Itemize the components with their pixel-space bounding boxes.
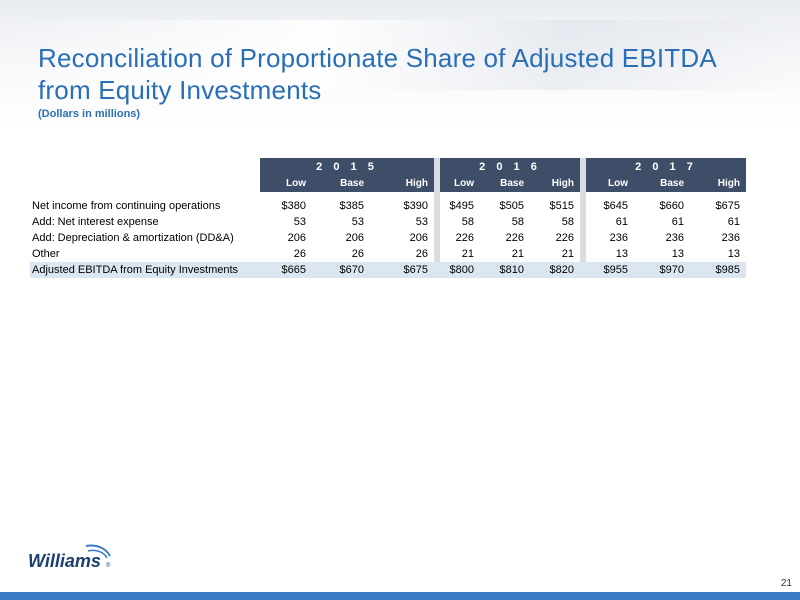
- row-label: Other: [32, 248, 60, 260]
- table-cell: $675: [403, 264, 428, 276]
- col-header: High: [530, 176, 580, 192]
- table-cell: 58: [561, 216, 574, 228]
- table-cell: 53: [293, 216, 306, 228]
- row-label: Adjusted EBITDA from Equity Investments: [32, 264, 239, 276]
- table-cell: 61: [727, 216, 740, 228]
- table-cell: 206: [409, 232, 428, 244]
- svg-text:®: ®: [106, 562, 111, 569]
- table-cell: $515: [549, 200, 574, 212]
- column-separator: [580, 158, 586, 276]
- table-cell: $665: [281, 264, 306, 276]
- header-band: [0, 0, 800, 125]
- table-cell: $380: [281, 200, 306, 212]
- col-header: High: [690, 176, 746, 192]
- table-cell: 61: [615, 216, 628, 228]
- table-cell: 13: [727, 248, 740, 260]
- table-row: Add: Depreciation & amortization (DD&A) 2…: [30, 230, 746, 246]
- footer-bar: [0, 592, 800, 600]
- page-title: Reconciliation of Proportionate Share of…: [38, 43, 716, 105]
- year-label: 2 0 1 5: [316, 161, 378, 173]
- table-cell: $385: [339, 200, 364, 212]
- table-body: Net income from continuing operations $38…: [30, 198, 746, 278]
- table-cell: 53: [351, 216, 364, 228]
- table-cell: 26: [293, 248, 306, 260]
- table-cell: 226: [455, 232, 474, 244]
- table-cell: 21: [561, 248, 574, 260]
- col-header: High: [370, 176, 434, 192]
- table-cell: 21: [511, 248, 524, 260]
- table-cell: 61: [671, 216, 684, 228]
- table-cell: $970: [659, 264, 684, 276]
- table-cell: 26: [415, 248, 428, 260]
- table-cell: $670: [339, 264, 364, 276]
- page-subtitle: (Dollars in millions): [38, 108, 141, 120]
- table-cell: 13: [671, 248, 684, 260]
- table-cell: $660: [659, 200, 684, 212]
- table-row: Add: Net interest expense 53 53 53 58 58 58 61 6…: [30, 214, 746, 230]
- table-cell: 206: [345, 232, 364, 244]
- year-label: 2 0 1 6: [479, 161, 541, 173]
- table-cell: 226: [505, 232, 524, 244]
- row-label: Add: Net interest expense: [32, 216, 159, 228]
- table-cell: 226: [555, 232, 574, 244]
- table-cell: $955: [603, 264, 628, 276]
- year-header-2017: 2 0 1 7: [586, 158, 746, 176]
- table-cell: $810: [499, 264, 524, 276]
- table-cell: 13: [615, 248, 628, 260]
- table-cell: 58: [461, 216, 474, 228]
- col-header: Base: [312, 176, 370, 192]
- table-cell: $495: [449, 200, 474, 212]
- col-header: Low: [260, 176, 312, 192]
- table-cell: $645: [603, 200, 628, 212]
- col-header: Base: [480, 176, 530, 192]
- year-label: 2 0 1 7: [635, 161, 697, 173]
- column-separator: [434, 158, 440, 276]
- table-cell: $505: [499, 200, 524, 212]
- table-cell: 58: [511, 216, 524, 228]
- table-cell: $675: [715, 200, 740, 212]
- table-cell: $800: [449, 264, 474, 276]
- year-header-2016: 2 0 1 6: [440, 158, 580, 176]
- table-cell: 236: [721, 232, 740, 244]
- table-cell: 21: [461, 248, 474, 260]
- reconciliation-table: 2 0 1 5 2 0 1 6 2 0 1 7 Low Base High Lo…: [30, 158, 746, 278]
- table-row: Net income from continuing operations $38…: [30, 198, 746, 214]
- table-row: Other 26 26 26 21 21 21 13 13 13: [30, 246, 746, 262]
- table-header: 2 0 1 5 2 0 1 6 2 0 1 7 Low Base High Lo…: [30, 158, 746, 198]
- table-cell: $985: [715, 264, 740, 276]
- table-cell: 236: [665, 232, 684, 244]
- table-cell: $820: [549, 264, 574, 276]
- col-header: Low: [586, 176, 634, 192]
- row-label: Net income from continuing operations: [32, 200, 221, 212]
- col-header: Low: [440, 176, 480, 192]
- total-row: Adjusted EBITDA from Equity Investments $…: [30, 262, 746, 278]
- logo-text: Williams: [28, 551, 101, 571]
- row-label: Add: Depreciation & amortization (DD&A): [32, 232, 234, 244]
- table-cell: 206: [287, 232, 306, 244]
- col-header: Base: [634, 176, 690, 192]
- table-cell: 26: [351, 248, 364, 260]
- page-number: 21: [780, 578, 792, 589]
- table-cell: 53: [415, 216, 428, 228]
- williams-logo: Williams ®: [28, 544, 111, 571]
- table-cell: 236: [609, 232, 628, 244]
- table-cell: $390: [403, 200, 428, 212]
- year-header-2015: 2 0 1 5: [260, 158, 434, 176]
